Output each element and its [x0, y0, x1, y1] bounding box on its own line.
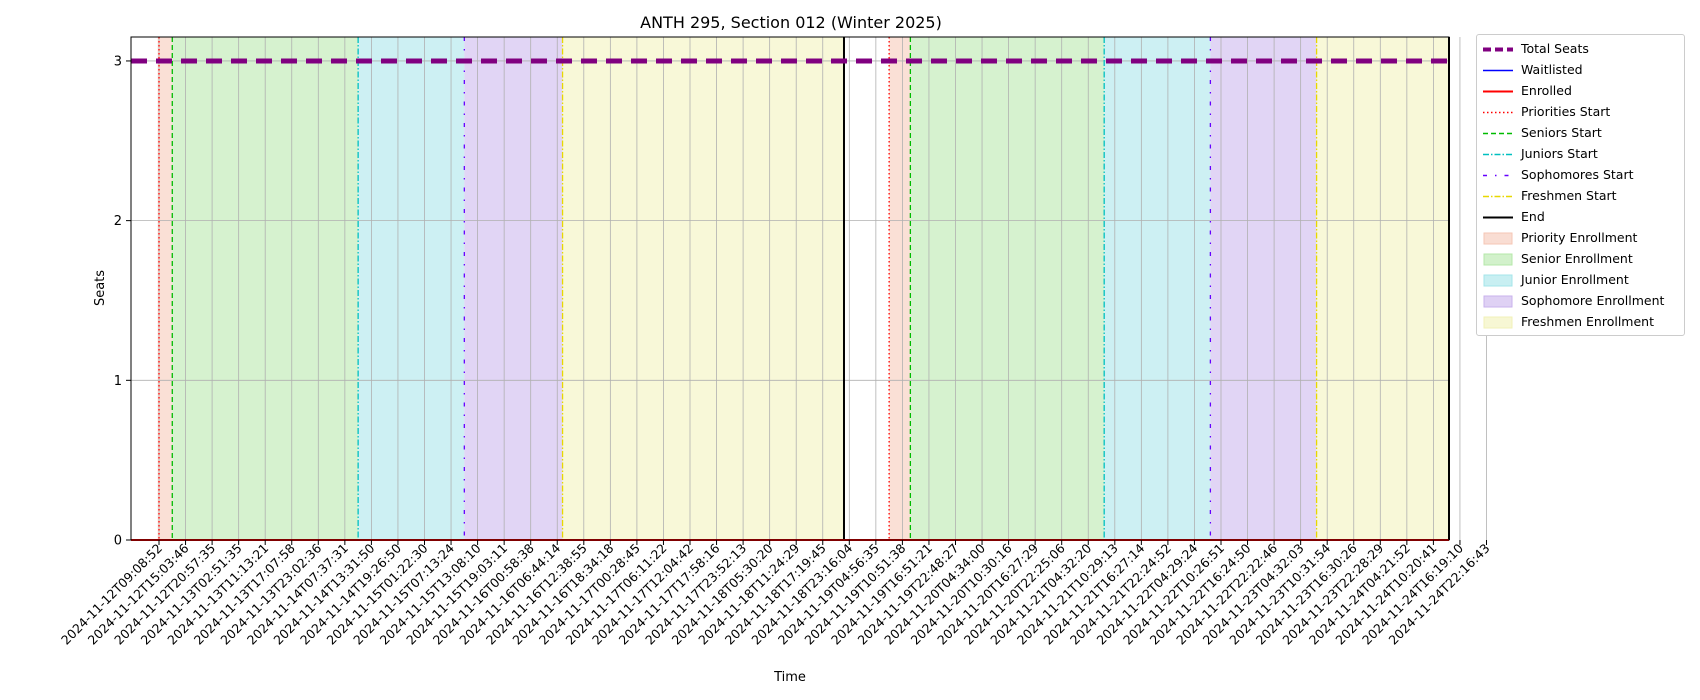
legend-entry-junior-enrollment: Junior Enrollment [1477, 270, 1684, 291]
legend-label: Seniors Start [1521, 125, 1602, 140]
band-priority-enrollment-0 [157, 37, 173, 540]
band-freshmen-enrollment-1 [1316, 37, 1449, 540]
y-tick-label: 2 [114, 214, 122, 229]
legend-label: Priority Enrollment [1521, 230, 1638, 245]
legend-label: Enrolled [1521, 83, 1572, 98]
band-sophomore-enrollment-1 [1210, 37, 1317, 540]
legend: Total Seats Waitlisted Enrolled Priorities … [1476, 34, 1685, 336]
legend-label: Freshmen Enrollment [1521, 314, 1655, 329]
legend-swatch [1483, 132, 1513, 135]
y-tick-label: 0 [114, 534, 122, 549]
band-sophomore-enrollment-0 [464, 37, 563, 540]
legend-entry-senior-enrollment: Senior Enrollment [1477, 249, 1684, 270]
legend-entry-sophomore-enrollment: Sophomore Enrollment [1477, 291, 1684, 312]
x-axis: 2024-11-12T09:08:522024-11-12T15:03:4620… [58, 540, 1493, 648]
legend-entry-sophomores-start: Sophomores Start [1477, 165, 1684, 186]
legend-label: Sophomore Enrollment [1521, 293, 1665, 308]
legend-label: Priorities Start [1521, 104, 1611, 119]
legend-swatch [1483, 47, 1513, 52]
vertical-gridlines [158, 37, 1487, 540]
y-axis: 0 1 2 3 [114, 54, 131, 549]
legend-swatch [1483, 174, 1513, 177]
legend-label: Juniors Start [1521, 146, 1598, 161]
legend-label: End [1521, 209, 1545, 224]
legend-label: Waitlisted [1521, 62, 1583, 77]
band-junior-enrollment-0 [358, 37, 465, 540]
legend-entry-freshmen-enrollment: Freshmen Enrollment [1477, 312, 1684, 333]
legend-swatch [1483, 216, 1513, 219]
legend-swatch [1483, 195, 1513, 198]
y-tick-label: 1 [114, 374, 122, 389]
legend-entry-priorities-start: Priorities Start [1477, 102, 1684, 123]
legend-label: Freshmen Start [1521, 188, 1617, 203]
y-tick-label: 3 [114, 54, 122, 69]
band-junior-enrollment-1 [1104, 37, 1211, 540]
legend-entry-priority-enrollment: Priority Enrollment [1477, 228, 1684, 249]
x-axis-label: Time [773, 670, 806, 685]
legend-swatch [1483, 316, 1513, 329]
band-senior-enrollment-1 [910, 37, 1105, 540]
band-priority-enrollment-1 [889, 37, 911, 540]
plot-area [130, 36, 1487, 541]
legend-swatch [1483, 111, 1513, 114]
legend-swatch [1483, 253, 1513, 266]
enrollment-bands [157, 37, 1449, 540]
band-freshmen-enrollment-0 [562, 37, 844, 540]
legend-label: Sophomores Start [1521, 167, 1634, 182]
legend-label: Total Seats [1521, 41, 1589, 56]
legend-swatch [1483, 295, 1513, 308]
plot-frame [130, 36, 1450, 541]
legend-entry-juniors-start: Juniors Start [1477, 144, 1684, 165]
legend-label: Senior Enrollment [1521, 251, 1633, 266]
legend-entry-freshmen-start: Freshmen Start [1477, 186, 1684, 207]
legend-swatch [1483, 232, 1513, 245]
legend-entry-total-seats: Total Seats [1477, 39, 1684, 60]
legend-label: Junior Enrollment [1521, 272, 1629, 287]
legend-swatch [1483, 90, 1513, 93]
legend-entry-end: End [1477, 207, 1684, 228]
legend-swatch [1483, 274, 1513, 287]
legend-entry-enrolled: Enrolled [1477, 81, 1684, 102]
y-axis-label: Seats [93, 270, 108, 306]
legend-entry-seniors-start: Seniors Start [1477, 123, 1684, 144]
legend-swatch [1483, 153, 1513, 156]
legend-swatch [1483, 69, 1513, 72]
chart-title: ANTH 295, Section 012 (Winter 2025) [640, 13, 942, 32]
legend-entry-waitlisted: Waitlisted [1477, 60, 1684, 81]
